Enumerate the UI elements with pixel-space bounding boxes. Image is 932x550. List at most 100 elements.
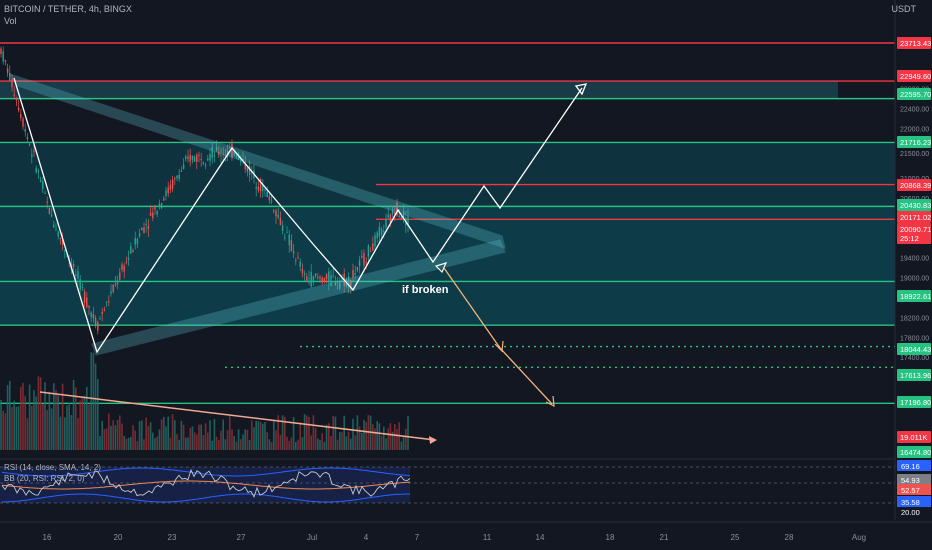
bearish-arrowhead-1 [494, 340, 504, 353]
volume-bar [99, 435, 101, 450]
volume-bar [372, 424, 374, 450]
candle-body [178, 174, 180, 180]
volume-bar [248, 439, 251, 450]
candle-body [341, 278, 343, 280]
volume-bar [295, 441, 297, 450]
volume-bar [24, 395, 26, 450]
y-tick-label: 21500.00 [900, 151, 929, 158]
candle-body [358, 260, 361, 267]
volume-bar [50, 408, 53, 450]
candle-body [224, 154, 227, 157]
volume-bar [209, 420, 211, 450]
volume-bar [303, 414, 306, 450]
volume-bar [94, 363, 97, 450]
x-tick-label: 4 [364, 533, 369, 542]
volume-bar [345, 436, 348, 450]
candle-body [312, 275, 315, 282]
volume-bar [383, 426, 385, 450]
volume-bar [264, 422, 266, 450]
candle-body [290, 240, 293, 252]
volume-bar [308, 416, 310, 450]
ascending-trendline-channel [91, 239, 506, 356]
price-label-text: 20430.83 [900, 201, 931, 210]
rsi-label-badge [897, 484, 931, 495]
volume-bar [317, 438, 319, 450]
volume-bar [207, 432, 209, 450]
volume-bar [147, 426, 150, 450]
volume-bar [189, 427, 191, 450]
candle-body [17, 107, 20, 111]
volume-bar [336, 439, 339, 450]
volume-bar [343, 415, 345, 450]
volume-bar [396, 429, 398, 450]
price-label-badge [897, 290, 931, 302]
candle-body [325, 274, 328, 280]
candle-body [295, 260, 297, 262]
volume-bar [4, 413, 7, 450]
candle-body [281, 225, 284, 232]
candle-body [248, 166, 251, 175]
candle-body [83, 291, 86, 304]
candle-body [244, 162, 246, 169]
volume-bar [224, 439, 227, 450]
candle-body [48, 207, 51, 214]
volume-bar [86, 386, 88, 450]
candle-body [165, 190, 167, 197]
x-tick-label: 21 [660, 533, 669, 542]
candle-body [130, 245, 132, 254]
zone-resistance [0, 142, 895, 207]
candle-body [209, 154, 211, 161]
bullish-projection-path [13, 77, 583, 354]
volume-bar [167, 416, 169, 450]
candle-body [90, 312, 92, 317]
volume-bar [290, 437, 293, 450]
volume-bar [402, 435, 405, 450]
volume-bar [130, 436, 132, 450]
price-label-text: 25:12 [900, 234, 919, 243]
volume-bar [33, 390, 35, 450]
volume-bar [233, 436, 235, 450]
volume-bar [400, 441, 403, 450]
candle-body [240, 157, 242, 162]
candle-body [231, 143, 233, 158]
price-label-badge [897, 211, 931, 223]
price-label-badge [897, 396, 931, 408]
candle-body [121, 264, 123, 270]
candle-body [233, 152, 235, 155]
volume-bar [163, 416, 165, 450]
price-label-badge [897, 343, 931, 355]
candle-body [160, 203, 163, 209]
candle-body [207, 158, 209, 161]
price-label-text: 20868.39 [900, 181, 931, 190]
candle-body [266, 191, 268, 198]
candle-body [385, 219, 387, 228]
volume-bar [125, 438, 128, 450]
volume-bar [380, 435, 383, 450]
y-tick-label: 17800.00 [900, 335, 929, 342]
rsi-label-text: 69.16 [901, 462, 920, 471]
candle-body [77, 270, 79, 279]
volume-bar [171, 414, 174, 450]
candle-body [2, 51, 4, 62]
volume-bar [281, 415, 284, 450]
candle-body [264, 189, 266, 191]
volume-bar [275, 430, 277, 450]
price-label-badge [897, 446, 931, 458]
volume-bar [332, 415, 334, 450]
x-tick-label: 18 [606, 533, 615, 542]
candle-body [158, 203, 161, 206]
volume-bar [176, 434, 178, 450]
candle-body [154, 205, 156, 210]
candle-body [220, 155, 222, 157]
candle-body [270, 200, 273, 202]
if-broken-annotation: if broken [402, 284, 449, 296]
volume-bar [9, 380, 11, 450]
volume-bar [220, 430, 222, 450]
candle-body [292, 250, 295, 254]
candle-body [112, 284, 114, 292]
volume-bar [389, 423, 392, 450]
zone-upper [0, 81, 838, 99]
volume-bar [180, 420, 183, 450]
volume-bar [328, 423, 330, 450]
